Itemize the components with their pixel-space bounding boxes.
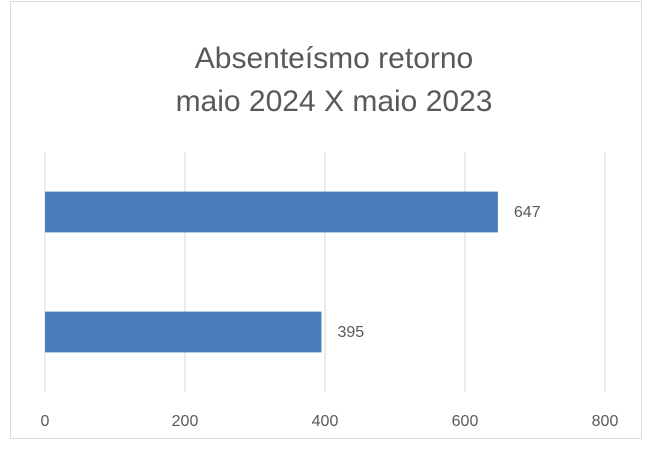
x-tick-label: 600	[452, 413, 479, 430]
x-tick-label: 800	[592, 413, 619, 430]
x-tick-label: 200	[172, 413, 199, 430]
chart-title: maio 2024 X maio 2023	[176, 85, 493, 118]
data-label: 647	[514, 204, 541, 221]
bar	[45, 191, 498, 233]
chart-title: Absenteísmo retorno	[195, 42, 473, 75]
data-label: 395	[338, 324, 365, 341]
bar	[45, 311, 322, 353]
x-tick-label: 400	[312, 413, 339, 430]
x-tick-label: 0	[41, 413, 50, 430]
